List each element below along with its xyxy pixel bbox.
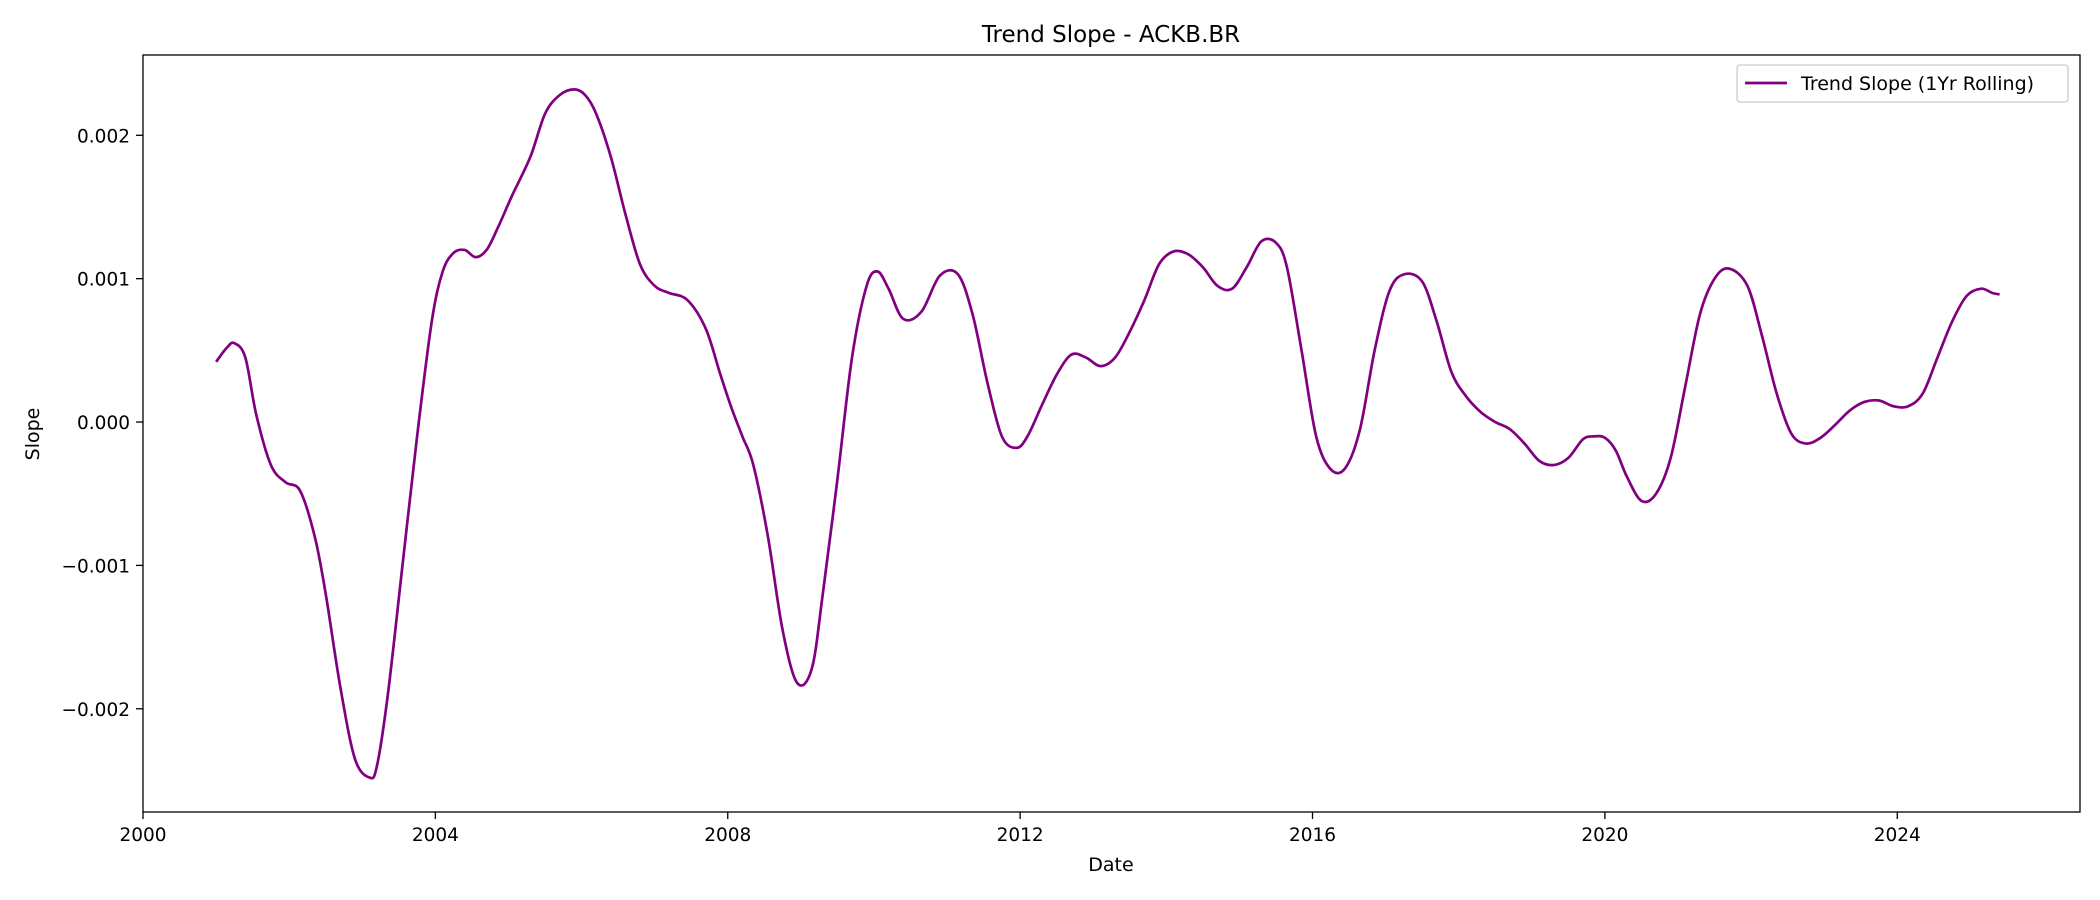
chart-title: Trend Slope - ACKB.BR [981,22,1240,48]
x-tick-label: 2020 [1581,825,1628,846]
y-axis: 0.002 0.001 0.000 −0.001 −0.002 [62,126,143,721]
x-axis: 2000 2004 2008 2012 2016 2020 2024 [119,812,1921,846]
x-tick-label: 2012 [997,825,1044,846]
y-tick-label: 0.000 [77,413,130,434]
legend-label: Trend Slope (1Yr Rolling) [1800,73,2034,95]
y-tick-label: 0.001 [77,270,130,291]
y-tick-label: −0.001 [62,556,130,577]
x-tick-label: 2024 [1874,825,1921,846]
x-tick-label: 2008 [704,825,751,846]
series-line-0 [215,88,2000,780]
x-tick-label: 2016 [1289,825,1336,846]
legend-box [1736,64,2069,103]
plot-frame [142,54,2081,813]
legend: Trend Slope (1Yr Rolling) [1736,64,2069,103]
y-axis-label: Slope [22,408,44,461]
y-tick-label: −0.002 [62,700,130,721]
series-layer [215,88,2000,780]
x-tick-label: 2004 [412,825,459,846]
x-axis-label: Date [1088,854,1133,876]
x-tick-label: 2000 [119,825,166,846]
y-tick-label: 0.002 [77,126,130,147]
